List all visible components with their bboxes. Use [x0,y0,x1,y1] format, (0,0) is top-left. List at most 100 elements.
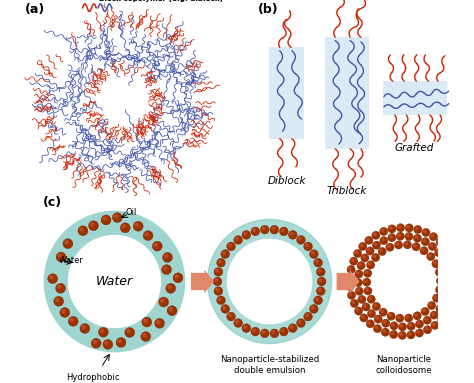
Circle shape [290,232,293,235]
Circle shape [304,312,312,321]
Circle shape [298,321,301,323]
Circle shape [429,232,438,241]
Circle shape [227,312,236,321]
Circle shape [423,230,426,232]
Text: Nanoparticle-stabilized
double emulsion: Nanoparticle-stabilized double emulsion [220,355,319,375]
Circle shape [125,327,135,337]
Circle shape [228,314,231,317]
Circle shape [420,247,428,255]
Circle shape [417,322,419,324]
Circle shape [244,326,246,328]
Circle shape [297,319,305,327]
Circle shape [54,296,64,306]
Circle shape [407,322,415,331]
Circle shape [272,227,274,230]
Circle shape [409,332,411,335]
Circle shape [281,229,284,232]
Circle shape [390,226,392,229]
Text: Hydrophobic
nanoparticles: Hydrophobic nanoparticles [65,373,122,383]
Circle shape [432,313,434,315]
Circle shape [379,308,387,316]
Circle shape [347,284,350,287]
Circle shape [347,265,355,273]
Circle shape [427,252,435,261]
Circle shape [310,304,318,313]
Circle shape [432,260,440,268]
Circle shape [381,328,390,336]
Circle shape [362,303,370,311]
Circle shape [389,314,391,316]
Circle shape [381,238,384,241]
Circle shape [455,278,457,281]
Circle shape [442,299,445,301]
Circle shape [425,327,428,330]
Circle shape [354,278,363,287]
FancyBboxPatch shape [269,47,304,139]
Circle shape [175,275,178,278]
Circle shape [443,309,451,317]
FancyArrow shape [337,270,360,293]
Circle shape [319,279,322,282]
Circle shape [364,280,367,282]
Circle shape [438,306,440,309]
Circle shape [432,294,441,302]
Circle shape [270,329,279,338]
Text: Diblock: Diblock [267,176,306,186]
Circle shape [159,297,169,307]
Circle shape [453,268,461,276]
Circle shape [316,268,325,277]
Circle shape [403,241,411,249]
Circle shape [452,261,455,264]
Circle shape [358,295,366,303]
Circle shape [348,267,351,270]
Circle shape [387,312,395,320]
Circle shape [164,267,167,270]
Circle shape [438,316,446,324]
Circle shape [374,315,383,323]
Circle shape [389,235,392,238]
Circle shape [100,329,103,332]
Circle shape [91,338,101,348]
Circle shape [439,255,447,264]
Circle shape [431,234,434,237]
Circle shape [436,286,444,294]
Circle shape [236,237,238,240]
Circle shape [362,255,365,258]
Circle shape [173,273,183,283]
Circle shape [381,310,383,313]
Circle shape [434,296,437,298]
Circle shape [347,276,350,278]
Circle shape [414,225,422,234]
Circle shape [346,283,354,291]
Circle shape [399,323,407,331]
Circle shape [364,304,366,307]
Circle shape [360,314,368,322]
Text: Water: Water [96,275,133,288]
Circle shape [357,289,359,291]
Circle shape [381,229,384,232]
Circle shape [396,242,399,245]
Circle shape [103,339,113,349]
Text: Oil: Oil [126,208,137,217]
Circle shape [443,264,451,272]
Circle shape [63,239,73,249]
Circle shape [290,326,293,328]
Circle shape [440,297,448,306]
Circle shape [405,224,413,232]
Circle shape [453,277,462,285]
Circle shape [355,287,364,295]
Circle shape [390,330,398,339]
Circle shape [356,272,359,274]
FancyBboxPatch shape [325,37,369,149]
Circle shape [152,241,162,251]
Circle shape [394,241,403,249]
Circle shape [392,323,394,326]
Circle shape [368,321,370,324]
Wedge shape [44,211,185,352]
Circle shape [223,306,226,309]
Circle shape [368,262,371,265]
Circle shape [347,291,356,300]
Circle shape [374,233,376,236]
Circle shape [144,319,147,322]
Circle shape [351,259,354,261]
